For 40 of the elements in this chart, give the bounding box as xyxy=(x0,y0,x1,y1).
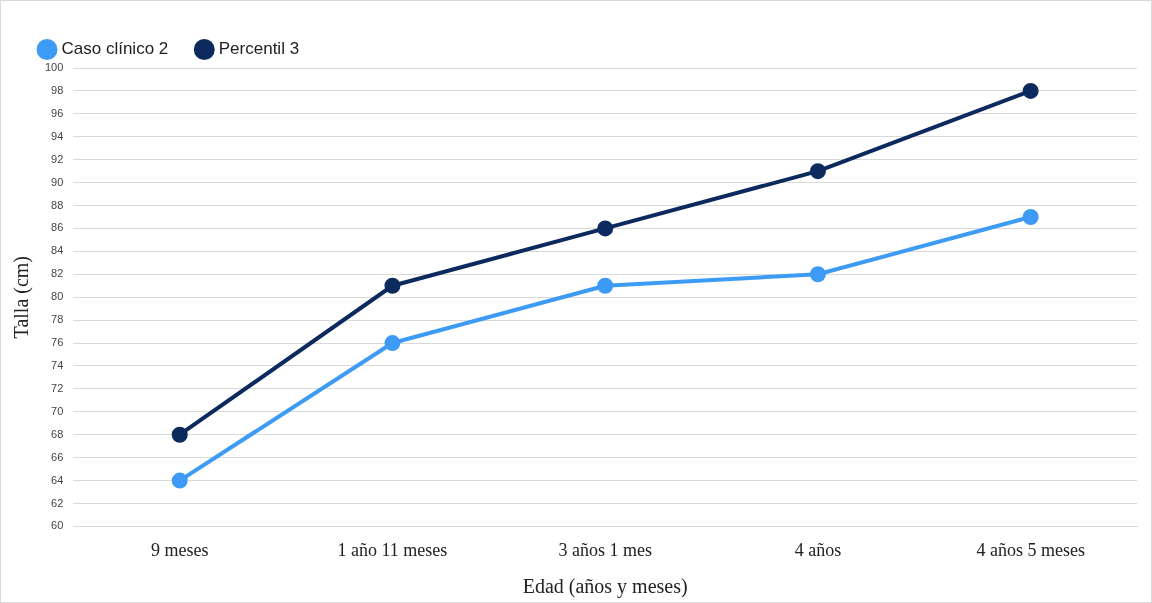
x-tick-label: 9 meses xyxy=(150,539,209,560)
y-tick-label: 84 xyxy=(51,244,64,257)
y-tick-label: 100 xyxy=(44,61,64,74)
x-tick-label: 1 año 11 meses xyxy=(337,539,448,560)
y-tick-label: 80 xyxy=(51,290,64,303)
point xyxy=(1022,82,1039,99)
point xyxy=(1022,208,1039,225)
y-tick-label: 86 xyxy=(51,221,64,234)
point xyxy=(171,426,188,443)
y-tick-label: 62 xyxy=(51,496,64,509)
point xyxy=(809,163,826,180)
x-axis-title: Edad (años y meses) xyxy=(522,575,688,599)
legend-label: Percentil 3 xyxy=(218,39,300,59)
point xyxy=(384,335,401,352)
y-tick-label: 72 xyxy=(51,381,64,394)
y-tick-label: 98 xyxy=(51,83,64,96)
x-tick-label: 3 años 1 mes xyxy=(558,539,652,560)
y-tick-label: 82 xyxy=(51,267,64,280)
legend-label: Caso clínico 2 xyxy=(61,39,169,59)
y-tick-label: 88 xyxy=(51,198,64,211)
x-tick-label: 4 años xyxy=(794,539,842,560)
point xyxy=(809,266,826,283)
y-tick-label: 90 xyxy=(51,175,64,188)
x-tick-label: 4 años 5 meses xyxy=(976,539,1085,560)
y-tick-label: 96 xyxy=(51,106,64,119)
point xyxy=(597,220,614,237)
y-tick-label: 74 xyxy=(51,358,64,371)
y-tick-label: 60 xyxy=(51,519,64,532)
y-tick-label: 94 xyxy=(51,129,64,142)
y-tick-label: 76 xyxy=(51,336,64,349)
y-tick-label: 92 xyxy=(51,152,64,165)
point xyxy=(384,277,401,294)
point xyxy=(171,472,188,489)
y-tick-label: 66 xyxy=(51,450,64,463)
point xyxy=(597,277,614,294)
y-tick-label: 64 xyxy=(51,473,64,486)
y-tick-label: 78 xyxy=(51,313,64,326)
y-axis-title: Talla (cm) xyxy=(10,255,34,339)
y-tick-label: 68 xyxy=(51,427,64,440)
y-tick-label: 70 xyxy=(51,404,64,417)
